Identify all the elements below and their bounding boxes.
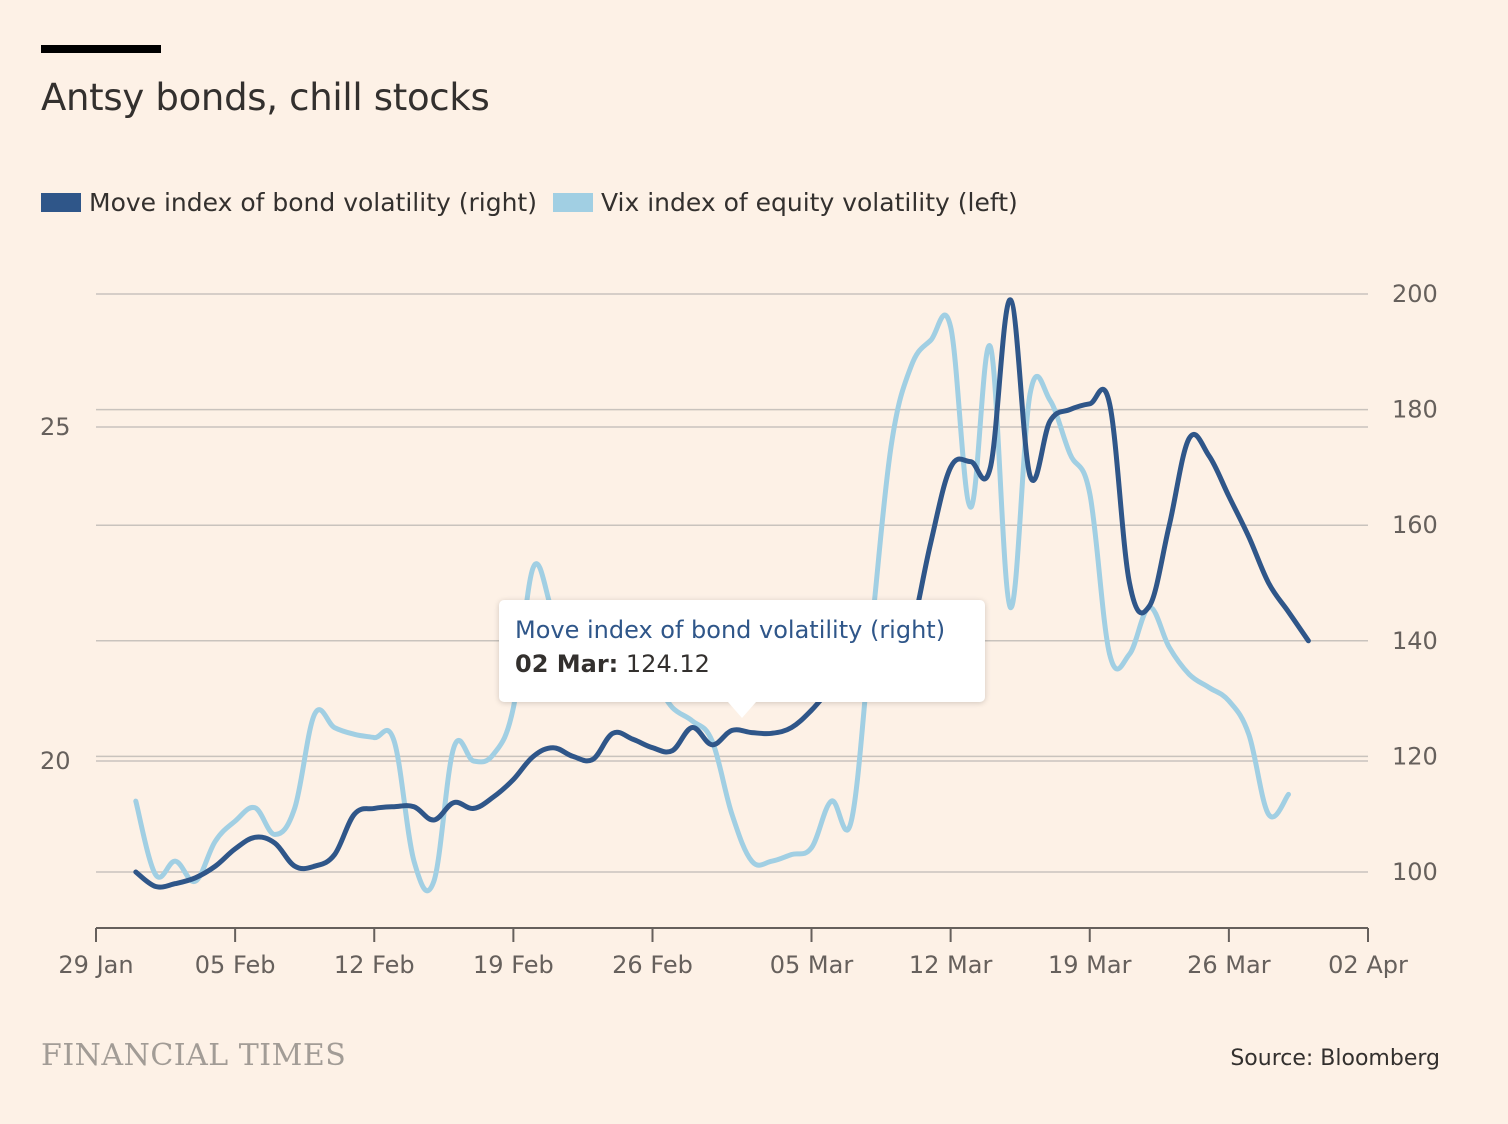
x-tick-label-0: 29 Jan xyxy=(58,951,133,979)
tooltip-value: 124.12 xyxy=(625,650,710,678)
series-line-vix xyxy=(133,312,1291,894)
x-tick-label-9: 02 Apr xyxy=(1328,951,1408,979)
y-left-tick-25: 25 xyxy=(40,413,71,441)
y-right-tick-160: 160 xyxy=(1392,511,1438,539)
y-left-tick-20: 20 xyxy=(40,747,71,775)
y-right-tick-180: 180 xyxy=(1392,396,1438,424)
x-tick-label-8: 26 Mar xyxy=(1187,951,1271,979)
x-tick-label-2: 12 Feb xyxy=(334,951,415,979)
tooltip-series: Move index of bond volatility (right) xyxy=(515,616,946,644)
x-tick-label-3: 19 Feb xyxy=(473,951,554,979)
tooltip-row: 02 Mar: 124.12 xyxy=(515,650,969,678)
legend: Move index of bond volatility (right) Vi… xyxy=(41,188,1034,217)
x-tick-label-7: 19 Mar xyxy=(1048,951,1132,979)
source-note: Source: Bloomberg xyxy=(1230,1046,1440,1071)
legend-item-vix[interactable]: Vix index of equity volatility (left) xyxy=(553,188,1018,217)
legend-item-move[interactable]: Move index of bond volatility (right) xyxy=(41,188,537,217)
series-line-move xyxy=(133,297,1311,890)
x-tick-label-5: 05 Mar xyxy=(770,951,854,979)
legend-swatch-move xyxy=(41,193,81,212)
x-tick-label-4: 26 Feb xyxy=(612,951,693,979)
tooltip-date: 02 Mar: xyxy=(515,650,619,678)
legend-swatch-vix xyxy=(553,193,593,212)
x-tick-label-1: 05 Feb xyxy=(195,951,276,979)
legend-label-move: Move index of bond volatility (right) xyxy=(89,188,537,217)
y-right-tick-120: 120 xyxy=(1392,742,1438,770)
legend-label-vix: Vix index of equity volatility (left) xyxy=(601,188,1018,217)
chart-title: Antsy bonds, chill stocks xyxy=(41,76,490,119)
y-right-tick-200: 200 xyxy=(1392,280,1438,308)
y-right-tick-140: 140 xyxy=(1392,627,1438,655)
x-tick-label-6: 12 Mar xyxy=(909,951,993,979)
title-rule xyxy=(41,45,161,53)
ft-logo: FINANCIAL TIMES xyxy=(41,1038,347,1073)
y-right-tick-100: 100 xyxy=(1392,858,1438,886)
tooltip: Move index of bond volatility (right) 02… xyxy=(499,600,985,718)
